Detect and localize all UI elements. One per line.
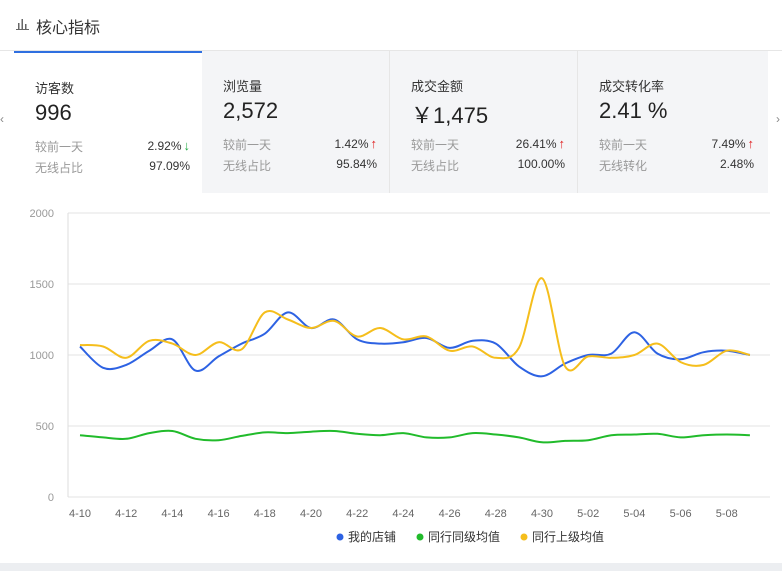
page-title: 核心指标: [36, 20, 101, 37]
y-tick-label: 0: [48, 492, 54, 504]
x-tick-label: 4-30: [531, 508, 553, 520]
x-tick-label: 4-28: [485, 508, 507, 520]
metric-label: 浏览量: [223, 79, 263, 94]
compare-value: 1.42%: [334, 137, 369, 151]
share-value: 97.09%: [149, 159, 190, 173]
header: 核心指标: [0, 0, 782, 51]
metric-label: 成交金额: [411, 79, 464, 94]
y-tick-label: 1000: [30, 350, 54, 362]
legend-label: 我的店铺: [348, 529, 396, 544]
compare-value-wrap: 2.92% ↓: [147, 138, 190, 153]
share-label: 无线转化: [599, 159, 648, 173]
legend-label: 同行上级均值: [532, 529, 604, 544]
trend-down-icon: ↓: [183, 138, 191, 153]
x-tick-label: 4-20: [300, 508, 322, 520]
share-value: 100.00%: [517, 157, 565, 171]
legend-marker: [520, 533, 528, 541]
legend-marker: [336, 533, 344, 541]
x-tick-label: 5-02: [577, 508, 599, 520]
trend-up-icon: ↑: [370, 136, 378, 151]
metric-card-conversion[interactable]: 成交转化率 2.41 % 较前一天 7.49% ↑ 无线转化 2.48%: [578, 51, 766, 193]
metric-label: 访客数: [35, 81, 75, 96]
series-line-2: [79, 277, 751, 372]
share-value: 95.84%: [336, 157, 377, 171]
y-tick-label: 500: [36, 421, 54, 433]
x-tick-label: 5-06: [670, 508, 692, 520]
compare-value-wrap: 26.41% ↑: [516, 136, 565, 151]
compare-value-wrap: 1.42% ↑: [334, 136, 377, 151]
y-tick-label: 1500: [30, 279, 54, 291]
metric-value: 996: [35, 100, 72, 125]
trend-up-icon: ↑: [558, 136, 566, 151]
compare-label: 较前一天: [599, 138, 648, 152]
x-tick-label: 4-24: [392, 508, 414, 520]
compare-label: 较前一天: [223, 138, 272, 152]
x-tick-label: 4-18: [254, 508, 276, 520]
series-line-0: [79, 311, 751, 378]
x-tick-label: 4-22: [346, 508, 368, 520]
compare-label: 较前一天: [35, 140, 84, 154]
metric-value: ￥1,475: [411, 103, 489, 128]
compare-value: 2.92%: [147, 139, 182, 153]
x-tick-label: 4-10: [69, 508, 91, 520]
next-arrow[interactable]: ›: [776, 112, 780, 126]
share-label: 无线占比: [223, 159, 272, 173]
prev-arrow[interactable]: ‹: [0, 112, 4, 126]
bottom-scrollbar[interactable]: [0, 563, 782, 571]
metric-label: 成交转化率: [599, 79, 665, 94]
metric-card-sales[interactable]: 成交金额 ￥1,475 较前一天 26.41% ↑ 无线占比 100.00%: [390, 51, 578, 193]
legend-marker: [416, 533, 424, 541]
series-line-1: [79, 429, 750, 444]
x-tick-label: 5-04: [623, 508, 645, 520]
share-label: 无线占比: [411, 159, 460, 173]
compare-value: 26.41%: [515, 137, 557, 151]
x-tick-label: 4-26: [439, 508, 461, 520]
compare-label: 较前一天: [411, 138, 460, 152]
y-tick-label: 2000: [30, 208, 54, 220]
share-label: 无线占比: [35, 161, 84, 175]
metric-card-visitors[interactable]: 访客数 996 较前一天 2.92% ↓ 无线占比 97.09%: [14, 51, 202, 194]
legend-label: 同行同级均值: [428, 529, 500, 544]
x-tick-label: 5-08: [716, 508, 738, 520]
x-tick-label: 4-16: [208, 508, 230, 520]
x-tick-label: 4-12: [115, 508, 137, 520]
metric-value: 2,572: [223, 98, 279, 123]
metric-card-pageviews[interactable]: 浏览量 2,572 较前一天 1.42% ↑ 无线占比 95.84%: [202, 51, 390, 193]
x-tick-label: 4-14: [161, 508, 183, 520]
compare-value: 7.49%: [711, 137, 746, 151]
share-value: 2.48%: [719, 157, 754, 171]
metric-value: 2.41 %: [599, 98, 668, 123]
line-chart: 0 500 1000 1500 2000 4-10 4-12 4-14 4-16 4-18 4-20…: [30, 208, 770, 544]
trend-up-icon: ↑: [747, 136, 755, 151]
compare-value-wrap: 7.49% ↑: [711, 136, 754, 151]
metric-cards: 访客数 996 较前一天 2.92% ↓ 无线占比 97.09% 浏览量 2,57…: [14, 51, 768, 194]
bar-chart-icon: [16, 19, 29, 30]
